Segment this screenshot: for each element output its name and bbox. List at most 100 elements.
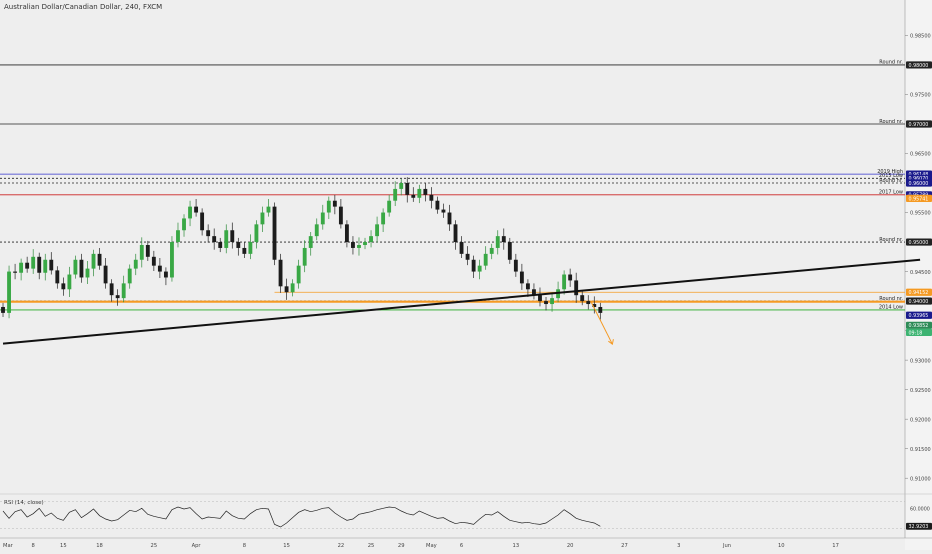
candle-body bbox=[525, 283, 530, 290]
level-badge bbox=[906, 297, 932, 305]
candle-body bbox=[109, 283, 114, 296]
candle-body bbox=[351, 242, 355, 248]
candle-body bbox=[332, 200, 337, 207]
price-axis-background bbox=[905, 0, 932, 550]
candle-body bbox=[296, 265, 301, 284]
candle-body bbox=[242, 247, 247, 254]
time-tick-label: 25 bbox=[368, 543, 375, 549]
candle-body bbox=[224, 230, 229, 248]
time-tick-label: 8 bbox=[243, 543, 246, 549]
candle-body bbox=[302, 247, 307, 266]
level-badge bbox=[906, 61, 932, 69]
candle-body bbox=[1, 306, 5, 313]
candle-body bbox=[19, 262, 24, 273]
chart-title: Australian Dollar/Canadian Dollar, 240, … bbox=[4, 3, 163, 11]
candle-body bbox=[31, 256, 36, 269]
level-label: Round nr. bbox=[879, 119, 903, 125]
candle-body bbox=[363, 242, 367, 245]
price-tick-label: 0.91000 bbox=[910, 476, 931, 482]
price-tick-label: 0.91500 bbox=[910, 447, 931, 453]
level-badge bbox=[906, 179, 932, 187]
time-tick-label: 25 bbox=[151, 543, 158, 549]
level-badge-text: 0.94152 bbox=[909, 290, 929, 296]
candle-body bbox=[170, 242, 174, 278]
level-badge bbox=[906, 288, 932, 296]
candle-body bbox=[532, 289, 536, 296]
candle-body bbox=[369, 236, 373, 243]
candle-body bbox=[103, 265, 108, 284]
candle-body bbox=[544, 301, 548, 305]
candle-body bbox=[405, 183, 410, 195]
candle-body bbox=[79, 259, 84, 278]
time-tick-label: May bbox=[426, 543, 437, 549]
candle-body bbox=[127, 268, 132, 284]
candle-body bbox=[7, 271, 11, 313]
candle-body bbox=[230, 230, 235, 243]
candle-body bbox=[441, 209, 446, 213]
forecast-arrow-head bbox=[608, 339, 614, 346]
candle-body bbox=[489, 247, 494, 254]
time-tick-label: 3 bbox=[677, 543, 680, 549]
candle-body bbox=[176, 230, 180, 243]
candle-body bbox=[574, 280, 579, 296]
candle-body bbox=[483, 253, 488, 266]
time-tick-label: 10 bbox=[778, 543, 785, 549]
candle-body bbox=[592, 304, 597, 307]
level-label: 2017 Low bbox=[879, 190, 903, 196]
candle-body bbox=[139, 245, 144, 260]
price-tick-label: 0.94500 bbox=[910, 270, 931, 276]
price-badge-text: 09:18 bbox=[909, 330, 923, 336]
candle-body bbox=[43, 259, 48, 273]
candle-body bbox=[314, 224, 319, 237]
price-badge-text: 0.93852 bbox=[909, 323, 929, 329]
candle-body bbox=[320, 212, 325, 225]
candle-body bbox=[338, 206, 343, 225]
price-tick-label: 0.92500 bbox=[910, 388, 931, 394]
candle-body bbox=[61, 283, 66, 290]
price-badge-text: 0.93965 bbox=[909, 313, 929, 319]
time-tick-label: Jun bbox=[722, 543, 731, 549]
level-badge-text: 0.95000 bbox=[909, 240, 929, 246]
level-badge-text: 0.96070 bbox=[909, 176, 929, 182]
candle-body bbox=[121, 283, 126, 299]
time-tick-label: 17 bbox=[832, 543, 839, 549]
candle-body bbox=[284, 286, 289, 293]
candle-body bbox=[471, 259, 476, 272]
candle-body bbox=[513, 259, 518, 272]
level-badge-text: 0.94000 bbox=[909, 299, 929, 305]
candle-body bbox=[13, 271, 18, 273]
time-tick-label: 22 bbox=[338, 543, 345, 549]
candle-body bbox=[236, 242, 241, 248]
time-tick-label: Apr bbox=[192, 543, 202, 549]
level-badge-text: 0.98000 bbox=[909, 63, 929, 69]
candle-body bbox=[538, 295, 542, 302]
candle-body bbox=[495, 236, 500, 248]
candle-body bbox=[91, 253, 96, 269]
time-tick-label: 15 bbox=[283, 543, 290, 549]
candle-body bbox=[157, 265, 162, 272]
candle-body bbox=[393, 188, 398, 201]
rsi-tick-label: 60.0000 bbox=[910, 506, 930, 512]
price-tick-label: 0.97500 bbox=[910, 93, 931, 99]
forecast-arrow-line bbox=[590, 302, 613, 345]
candle-body bbox=[308, 236, 313, 248]
level-badge bbox=[906, 194, 932, 202]
candle-body bbox=[375, 224, 380, 237]
time-tick-label: 29 bbox=[398, 543, 405, 549]
candle-body bbox=[151, 256, 156, 266]
level-label: Round nr. bbox=[879, 237, 903, 243]
time-tick-label: 20 bbox=[567, 543, 574, 549]
candle-body bbox=[206, 230, 211, 237]
candle-body bbox=[447, 212, 452, 225]
level-badge bbox=[906, 120, 932, 128]
candle-body bbox=[459, 242, 464, 254]
candle-body bbox=[290, 283, 295, 293]
candle-body bbox=[49, 259, 54, 271]
candle-body bbox=[25, 262, 30, 269]
candle-body bbox=[73, 259, 78, 275]
candle-body bbox=[133, 259, 138, 269]
candle-body bbox=[580, 295, 585, 302]
rsi-label: RSI (14, close) bbox=[4, 500, 44, 506]
